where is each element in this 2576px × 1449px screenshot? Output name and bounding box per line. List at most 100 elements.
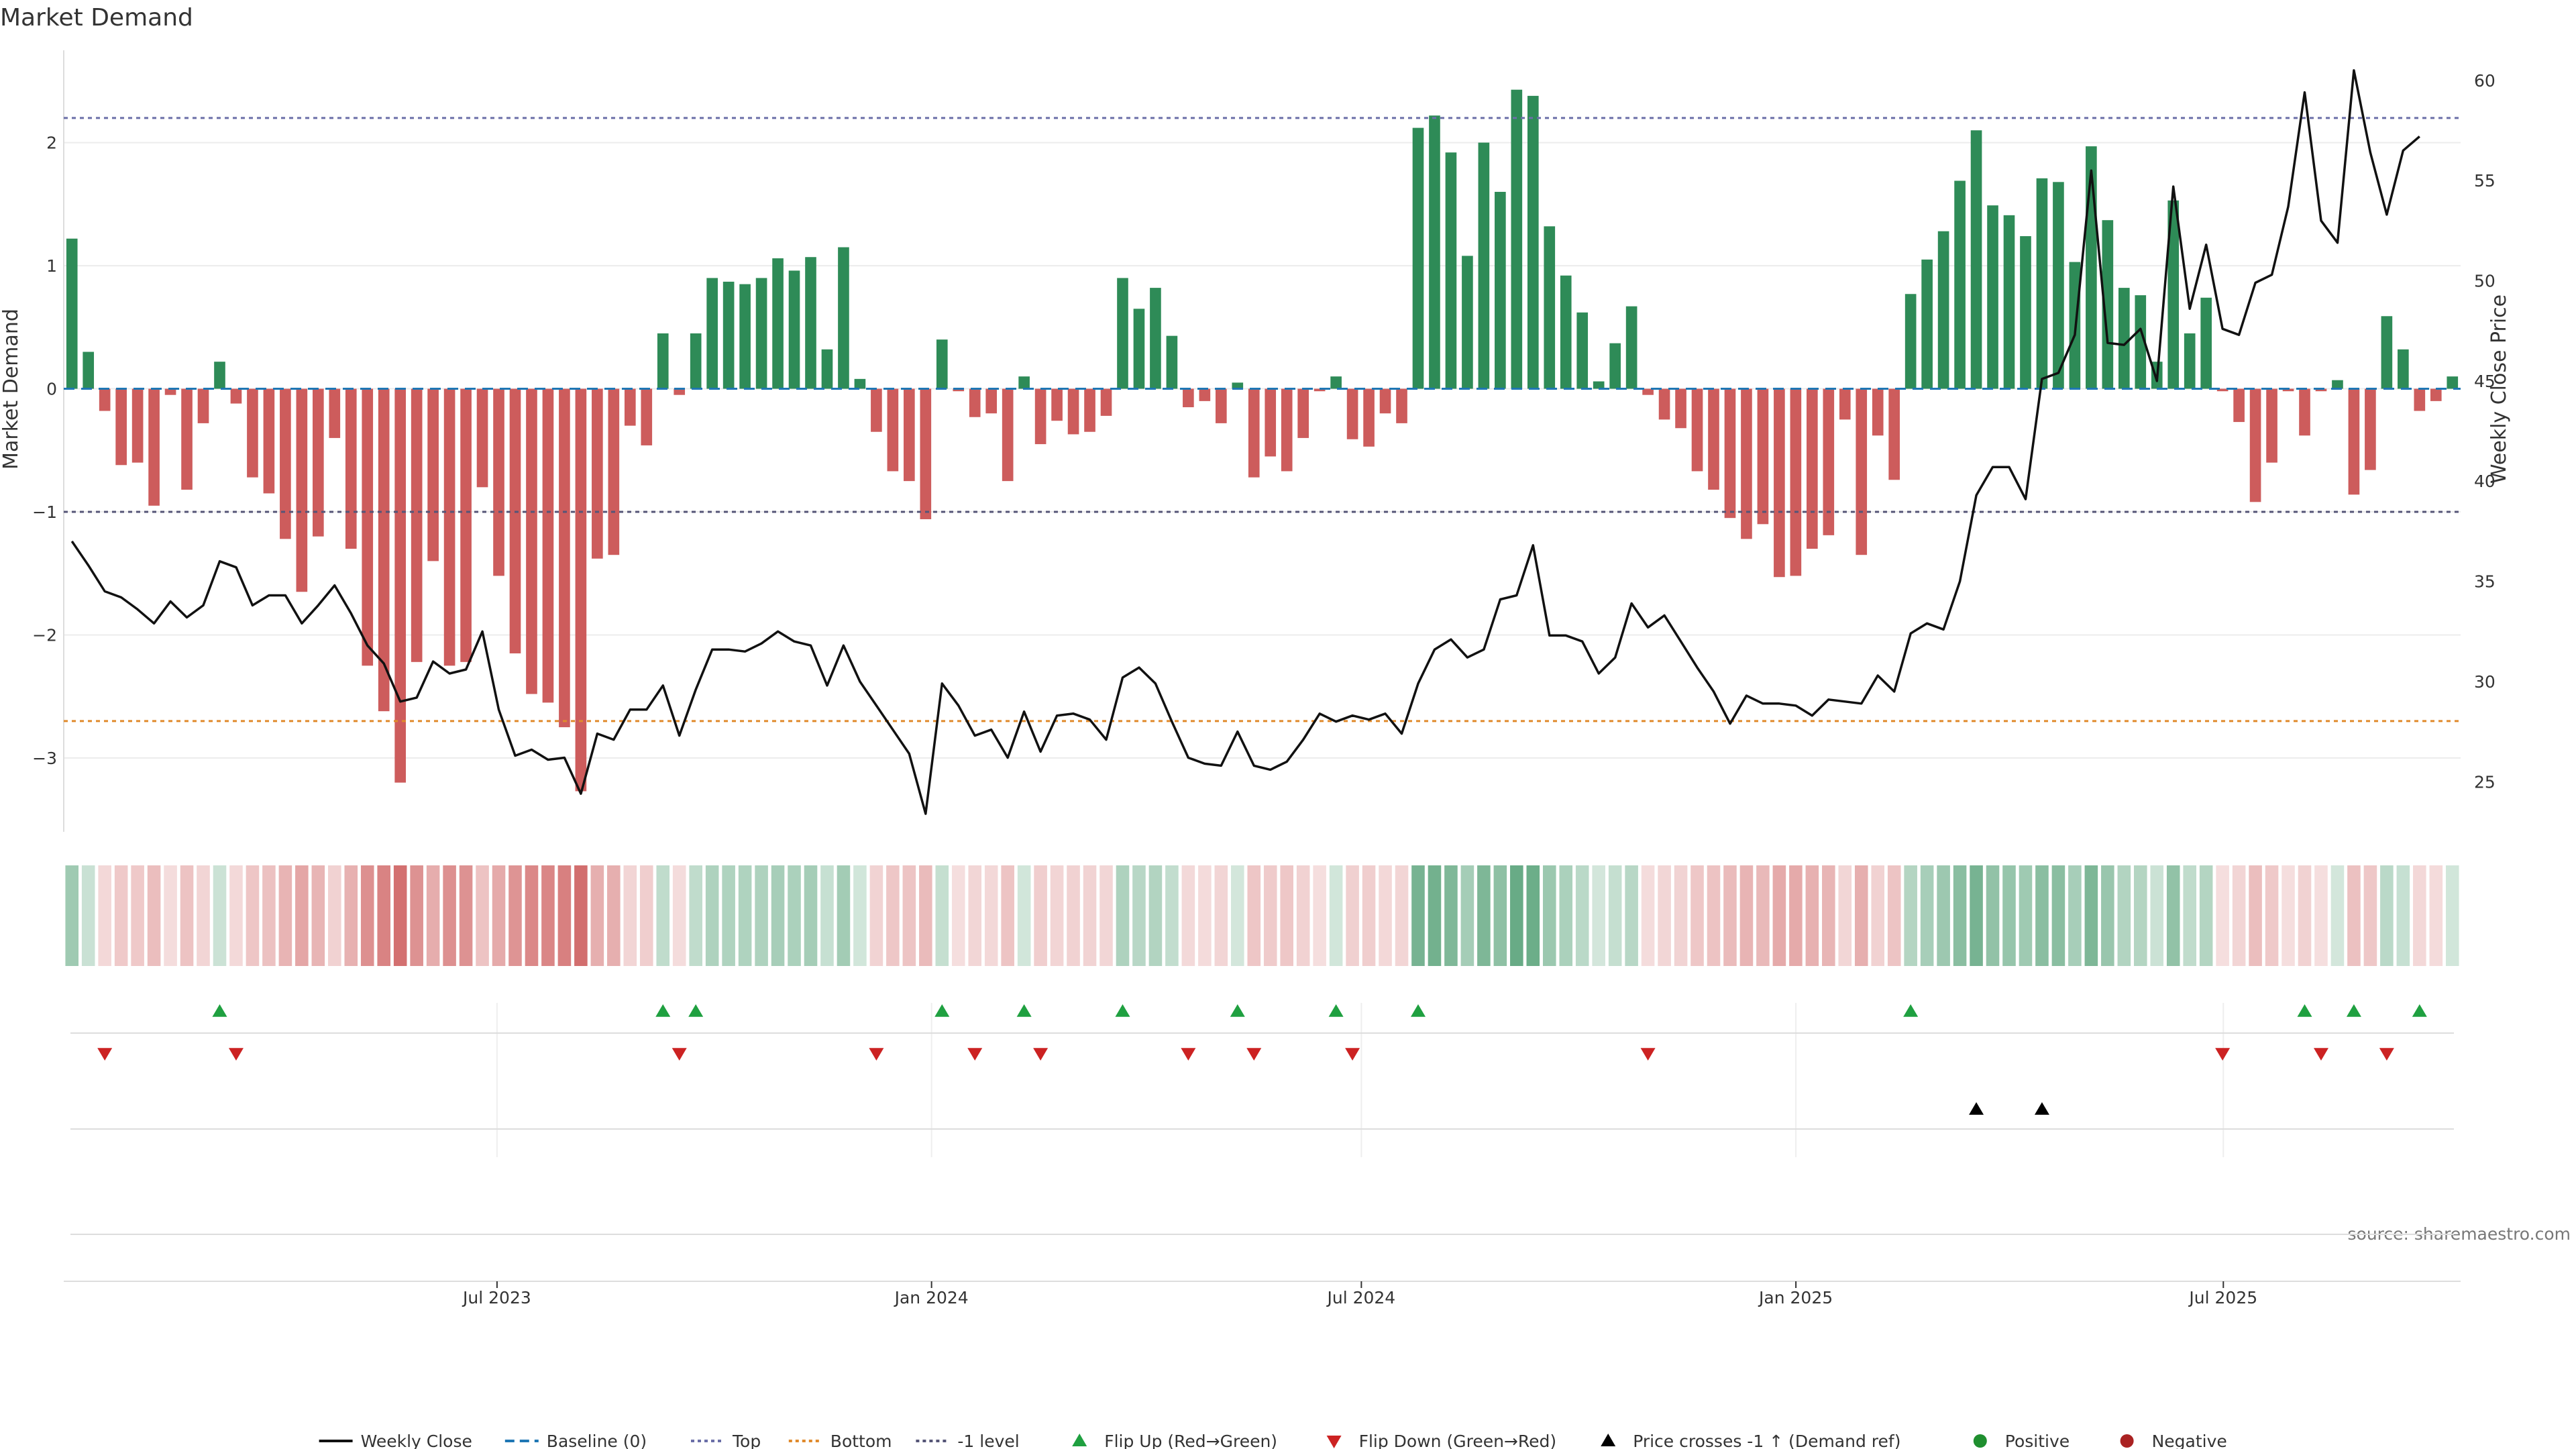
demand-bar	[1544, 226, 1556, 389]
demand-heat-cell	[1658, 865, 1671, 966]
demand-bar	[1265, 388, 1277, 457]
flip-down-marker	[1033, 1048, 1049, 1061]
demand-bar	[706, 278, 718, 389]
demand-bar	[2332, 380, 2343, 389]
demand-bar	[542, 388, 554, 703]
demand-bar	[1363, 388, 1375, 447]
demand-bar	[559, 388, 570, 728]
y-right-tick-label: 60	[2474, 71, 2496, 91]
y-left-tick-label: 1	[46, 256, 57, 276]
y-right-tick-label: 50	[2474, 272, 2496, 291]
demand-heat-cell	[2101, 865, 2114, 966]
demand-heat-cell	[1986, 865, 2000, 966]
demand-bar	[1691, 388, 1703, 472]
flip-up-marker	[1230, 1004, 1245, 1017]
demand-heat-cell	[722, 865, 735, 966]
demand-bar	[1970, 130, 1982, 389]
chart-title: Market Demand	[0, 4, 193, 32]
x-tick-label: Jul 2025	[2188, 1288, 2257, 1307]
y-left-tick-label: −1	[32, 502, 57, 522]
demand-heat-cell	[1559, 865, 1573, 966]
flip-up-marker	[1903, 1004, 1919, 1017]
x-tick-label: Jan 2024	[894, 1288, 969, 1307]
demand-bar	[1297, 388, 1309, 438]
y-right-tick-label: 35	[2474, 572, 2496, 592]
demand-bar	[83, 352, 95, 389]
demand-heat-cell	[607, 865, 621, 966]
demand-heat-cell	[804, 865, 818, 966]
demand-bar	[1166, 335, 1178, 389]
flip-up-marker	[1115, 1004, 1130, 1017]
legend-label: Flip Down (Green→Red)	[1359, 1432, 1557, 1449]
demand-bar	[1018, 376, 1030, 389]
demand-heat-cell	[1592, 865, 1605, 966]
demand-heat-cell	[1034, 865, 1047, 966]
demand-bar	[131, 388, 144, 463]
demand-bar	[345, 388, 357, 549]
demand-heat-cell	[2330, 865, 2345, 966]
demand-heat-cell	[869, 865, 883, 966]
demand-bar	[443, 388, 455, 666]
legend-item-cross: Price crosses -1 ↑ (Demand ref)	[1601, 1432, 1900, 1449]
demand-heat-cell	[1625, 865, 1638, 966]
demand-heat-cell	[705, 865, 719, 966]
flip-up-marker	[2297, 1004, 2312, 1017]
demand-bar	[1625, 306, 1638, 389]
demand-heat-cell	[1395, 865, 1409, 966]
demand-heat-cell	[1723, 865, 1737, 966]
y-left-tick-label: −2	[32, 625, 57, 645]
demand-bar	[953, 388, 965, 392]
demand-bar	[1330, 376, 1342, 389]
demand-bar	[2282, 388, 2294, 392]
demand-heat-cell	[1953, 865, 1967, 966]
demand-bar	[575, 388, 587, 792]
demand-heat-cell	[1346, 865, 1359, 966]
demand-bar	[1856, 388, 1868, 555]
demand-bar	[329, 388, 341, 438]
demand-heat-cell	[1099, 865, 1113, 966]
demand-heat-cell	[1608, 865, 1622, 966]
demand-bar	[1675, 388, 1686, 429]
x-tick-label: Jul 2023	[462, 1288, 531, 1307]
demand-heat-cell	[853, 865, 867, 966]
demand-bar	[1313, 388, 1326, 392]
demand-heat-cell	[2232, 865, 2246, 966]
demand-bar	[460, 388, 472, 662]
demand-bar	[1839, 388, 1851, 420]
demand-bar	[1904, 294, 1917, 389]
demand-bar	[805, 257, 816, 389]
demand-heat-cell	[984, 865, 998, 966]
demand-heat-cell	[1805, 865, 1819, 966]
legend: Weekly Close Baseline (0) Top Bottom -1 leve…	[319, 1432, 2227, 1449]
demand-bar	[1445, 152, 1457, 389]
legend-label: Baseline (0)	[547, 1432, 647, 1449]
demand-heat-cell	[886, 865, 900, 966]
demand-bar	[1642, 388, 1654, 395]
demand-bar	[1921, 259, 1933, 389]
demand-heat-cell	[1313, 865, 1326, 966]
flip-up-marker	[934, 1004, 950, 1017]
flip-up-marker	[212, 1004, 227, 1017]
demand-bar	[2365, 388, 2376, 470]
demand-bar	[1987, 205, 1998, 389]
demand-bar	[1248, 388, 1260, 478]
demand-heat-cell	[229, 865, 243, 966]
demand-heat-cell	[360, 865, 374, 966]
demand-heat-cell	[1526, 865, 1540, 966]
demand-heat-cell	[1247, 865, 1261, 966]
price-cross-marker	[2034, 1102, 2049, 1115]
demand-heat-cell	[2133, 865, 2147, 966]
demand-heat-cell	[1132, 865, 1146, 966]
legend-item-bottom: Bottom	[788, 1432, 892, 1449]
demand-bar	[739, 284, 751, 389]
demand-heat-cell	[1198, 865, 1212, 966]
demand-bar	[164, 388, 176, 395]
flip-down-marker	[1246, 1048, 1262, 1061]
demand-bar	[1593, 381, 1605, 389]
demand-heat-cell	[2199, 865, 2213, 966]
demand-heat-cell	[1001, 865, 1014, 966]
demand-bar	[2053, 182, 2064, 389]
demand-bar	[624, 388, 636, 426]
demand-heat-cell	[557, 865, 572, 966]
demand-bar	[936, 339, 948, 389]
